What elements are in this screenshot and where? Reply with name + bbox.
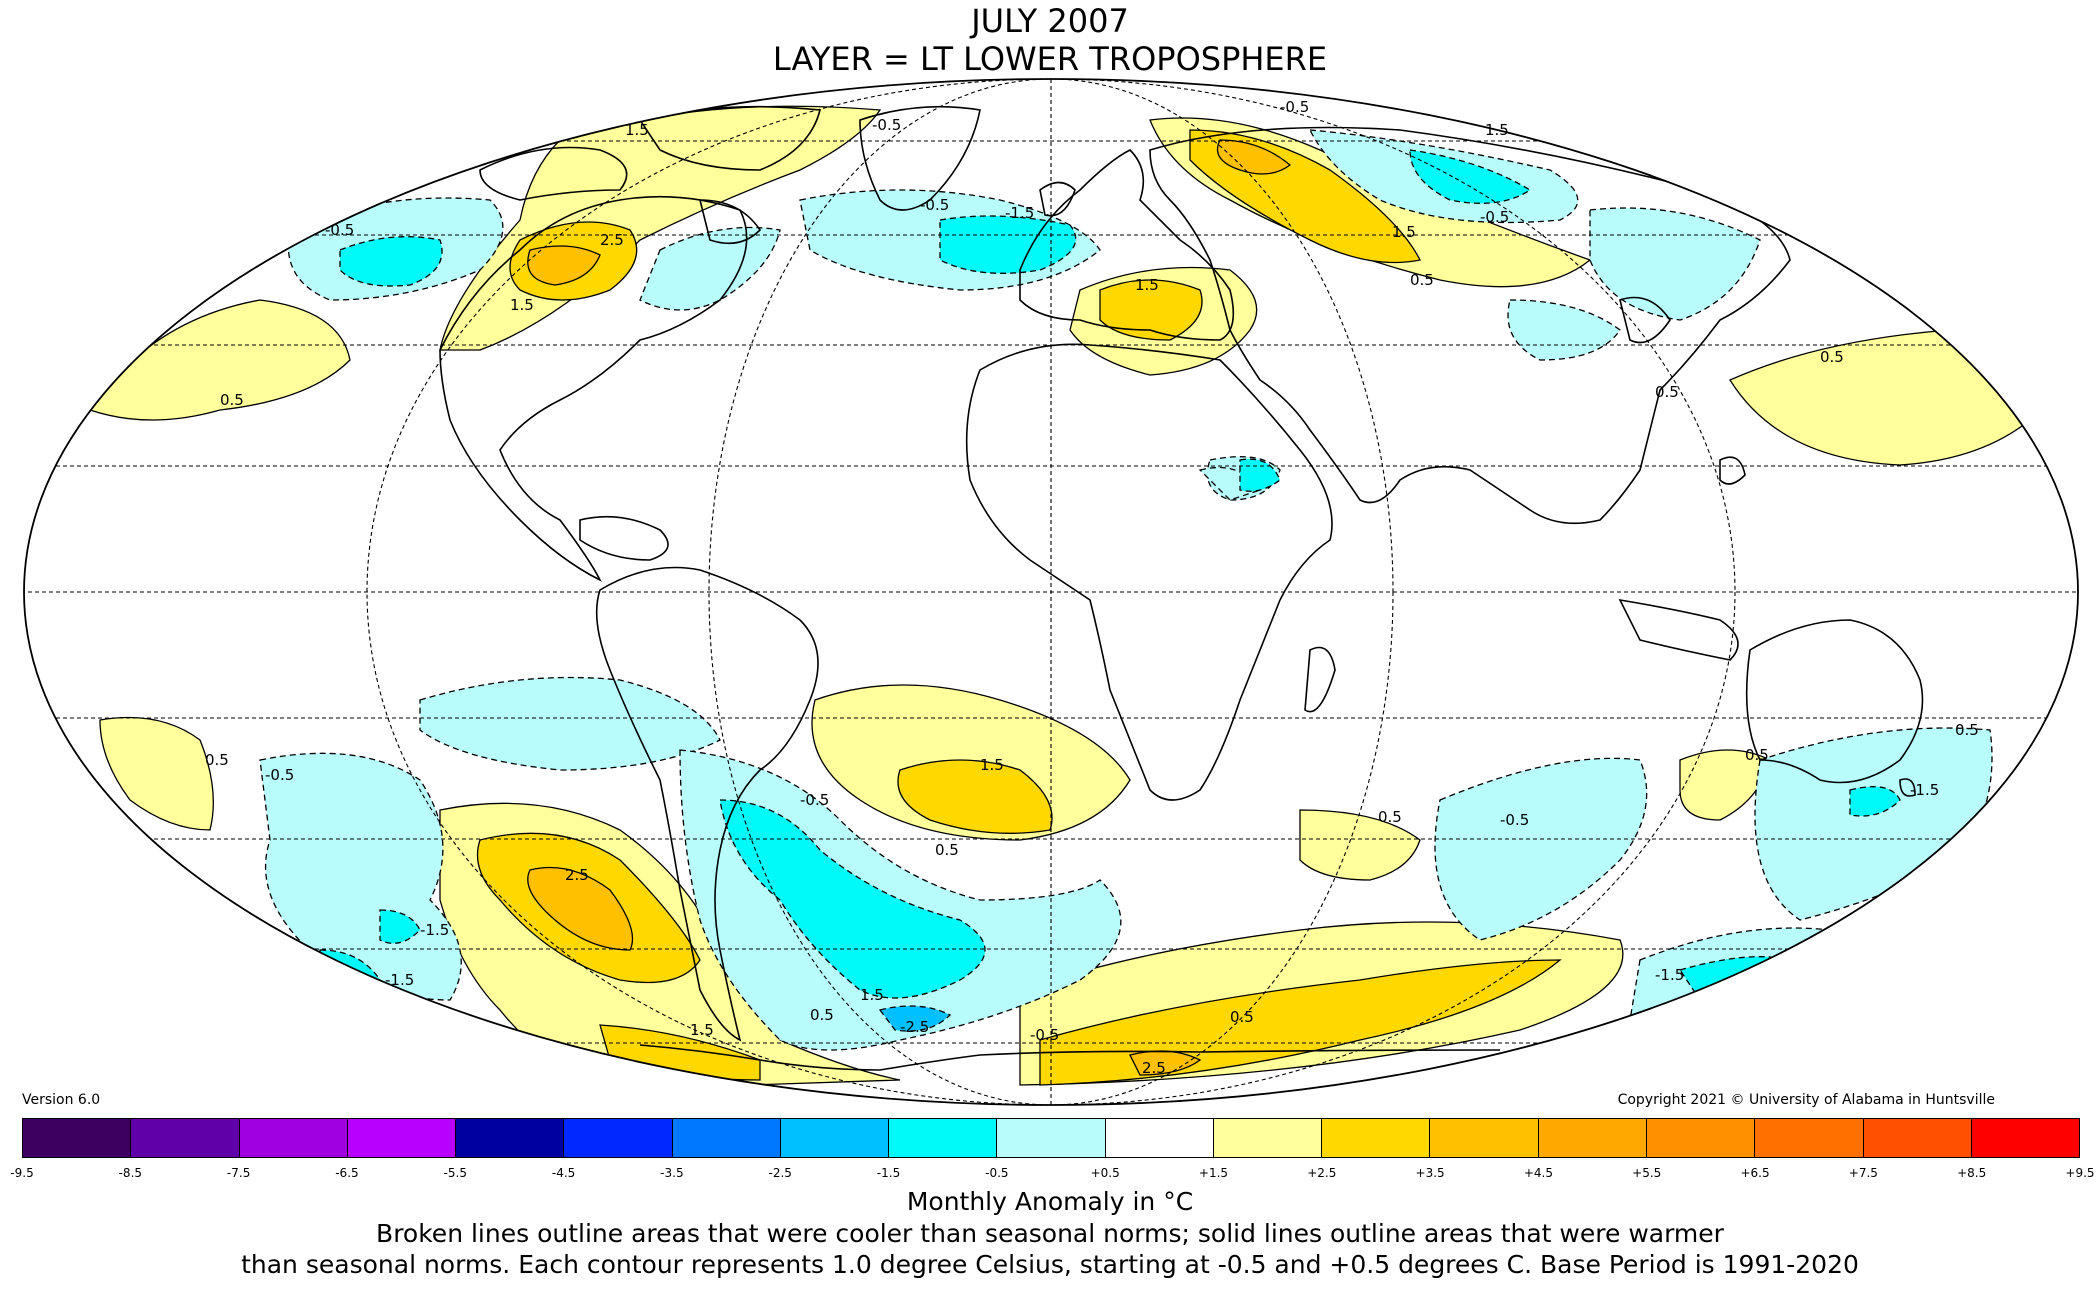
contour-label: -1.5 xyxy=(420,921,449,939)
australia-coast xyxy=(1745,619,1924,784)
contour-label: 1.5 xyxy=(510,296,534,314)
contour-label: 0.5 xyxy=(220,391,244,409)
colorbar-tick-label: -6.5 xyxy=(335,1166,359,1180)
contour-label: -1.5 xyxy=(1910,781,1939,799)
colorbar-cell xyxy=(131,1119,240,1157)
colorbar-tick-label: +3.5 xyxy=(1415,1166,1445,1180)
colorbar-tick-label: -3.5 xyxy=(660,1166,684,1180)
contour-label: -0.5 xyxy=(800,791,829,809)
map-title-date: JULY 2007 xyxy=(971,2,1129,40)
contour-label: 0.5 xyxy=(935,841,959,859)
contour-label: 1.5 xyxy=(1135,276,1159,294)
colorbar-cell xyxy=(1538,1119,1647,1157)
caption-line-1: Broken lines outline areas that were coo… xyxy=(376,1219,1724,1248)
colorbar-cell xyxy=(1863,1119,1972,1157)
contour-label: 0.5 xyxy=(1955,721,1979,739)
colorbar-tick-label: -5.5 xyxy=(443,1166,467,1180)
contour-labels: 1.5 -0.5 -0.5 1.5 -0.5 2.5 1.5 -0.5 -1.5… xyxy=(205,98,1979,1077)
colorbar-cell xyxy=(1646,1119,1756,1157)
north-america-coast xyxy=(439,195,748,582)
colorbar xyxy=(22,1118,2080,1158)
contour-label: 1.5 xyxy=(625,121,649,139)
europe-coast xyxy=(1019,149,1235,341)
caption-line-2: than seasonal norms. Each contour repres… xyxy=(241,1250,1859,1279)
contour-label: 0.5 xyxy=(1745,746,1769,764)
contour-label: 1.5 xyxy=(980,756,1004,774)
contour-label: -0.5 xyxy=(1280,98,1309,116)
contour-label: 0.5 xyxy=(1378,808,1402,826)
contour-label: 0.5 xyxy=(205,751,229,769)
colorbar-tick-label: +9.5 xyxy=(2065,1166,2095,1180)
contour-label: -0.5 xyxy=(1030,1026,1059,1044)
colorbar-tick-label: +1.5 xyxy=(1198,1166,1229,1180)
contour-label: -1.5 xyxy=(1655,966,1684,984)
colorbar-tick-label: +7.5 xyxy=(1848,1166,1878,1180)
cool-regions-peak xyxy=(878,1005,952,1032)
colorbar-cell xyxy=(997,1119,1106,1157)
map-title-layer: LAYER = LT LOWER TROPOSPHERE xyxy=(772,40,1328,78)
contour-label: 2.5 xyxy=(565,866,589,884)
colorbar-cell xyxy=(780,1119,890,1157)
colorbar-cell xyxy=(1105,1119,1214,1157)
colorbar-cell xyxy=(889,1119,998,1157)
contour-label: 2.5 xyxy=(600,231,624,249)
colorbar-tick-label: +4.5 xyxy=(1523,1166,1553,1180)
colorbar-cell xyxy=(456,1119,565,1157)
colorbar-tick-label: -7.5 xyxy=(226,1166,251,1180)
colorbar-cell xyxy=(239,1119,348,1157)
copyright-label: Copyright 2021 © University of Alabama i… xyxy=(1617,1092,1995,1108)
contour-label: -1.5 xyxy=(385,971,414,989)
colorbar-cell xyxy=(1430,1119,1539,1157)
contour-label: 0.5 xyxy=(1820,348,1844,366)
colorbar-tick-label: +6.5 xyxy=(1740,1166,1770,1180)
asia-coast xyxy=(1149,126,1791,525)
contour-label: -0.5 xyxy=(1500,811,1529,829)
contour-label: -0.5 xyxy=(1480,208,1509,226)
colorbar-tick-label: +2.5 xyxy=(1307,1166,1337,1180)
anomaly-map: 1.5 -0.5 -0.5 1.5 -0.5 2.5 1.5 -0.5 -1.5… xyxy=(23,78,2079,1106)
contour-label: 0.5 xyxy=(1230,1008,1254,1026)
colorbar-tick-label: +5.5 xyxy=(1632,1166,1662,1180)
colorbar-tick-label: -1.5 xyxy=(876,1166,901,1180)
colorbar-cell xyxy=(1322,1119,1431,1157)
south-america-coast xyxy=(595,566,819,1042)
colorbar-ticks: -9.5 -8.5 -7.5 -6.5 -5.5 -4.5 -3.5 -2.5 -1.5 -0.5… xyxy=(10,1166,2094,1186)
warm-regions-peak xyxy=(527,139,1292,1076)
contour-label: 0.5 xyxy=(1410,271,1434,289)
contour-label: -0.5 xyxy=(265,766,294,784)
version-label: Version 6.0 xyxy=(22,1092,101,1108)
colorbar-tick-label: +8.5 xyxy=(1957,1166,1987,1180)
contour-label: 1.5 xyxy=(690,1021,714,1039)
colorbar-tick-label: -0.5 xyxy=(985,1166,1009,1180)
colorbar-tick-label: -4.5 xyxy=(551,1166,576,1180)
globe-outline xyxy=(23,78,2079,1106)
contour-label: 1.5 xyxy=(1485,121,1509,139)
colorbar-cell xyxy=(1755,1119,1864,1157)
colorbar-tick-label: -8.5 xyxy=(118,1166,143,1180)
colorbar-cell xyxy=(347,1119,457,1157)
contour-label: -0.5 xyxy=(325,221,354,239)
contour-label: 1.5 xyxy=(860,986,884,1004)
contour-label: -0.5 xyxy=(920,196,949,214)
colorbar-cell xyxy=(23,1119,132,1157)
colorbar-cell xyxy=(672,1119,781,1157)
colorbar-cell xyxy=(1213,1119,1323,1157)
colorbar-units-label: Monthly Anomaly in °C xyxy=(906,1187,1194,1216)
contour-label: -0.5 xyxy=(872,116,901,134)
africa-coast xyxy=(965,343,1333,801)
colorbar-tick-label: -2.5 xyxy=(768,1166,792,1180)
contour-label: 1.5 xyxy=(1392,223,1416,241)
colorbar-tick-label: +0.5 xyxy=(1090,1166,1120,1180)
antarctica-coast xyxy=(639,1044,1501,1071)
contour-label: -2.5 xyxy=(900,1018,929,1036)
contour-label: 2.5 xyxy=(1142,1059,1166,1077)
contour-label: -1.5 xyxy=(1005,204,1034,222)
contour-label: 0.5 xyxy=(1655,383,1679,401)
colorbar-cell xyxy=(1971,1119,2080,1157)
colorbar-cell xyxy=(564,1119,673,1157)
colorbar-tick-label: -9.5 xyxy=(10,1166,34,1180)
contour-label: 0.5 xyxy=(810,1006,834,1024)
